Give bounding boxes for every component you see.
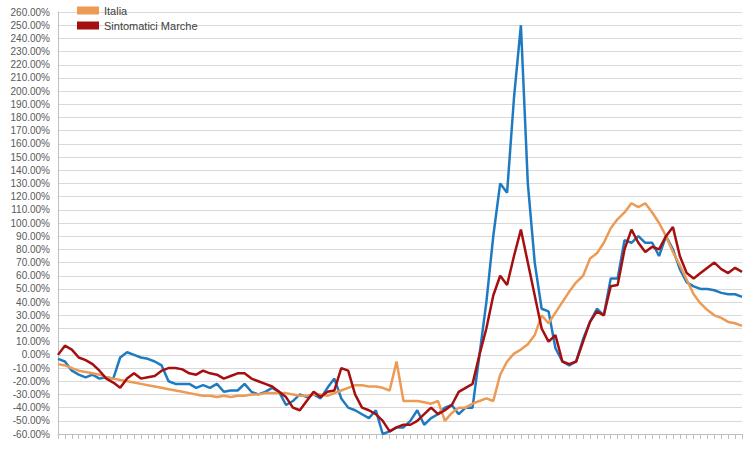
svg-text:-60.00%: -60.00%: [13, 429, 50, 440]
svg-text:240.00%: 240.00%: [11, 33, 51, 44]
svg-text:180.00%: 180.00%: [11, 112, 51, 123]
svg-text:250.00%: 250.00%: [11, 20, 51, 31]
svg-text:190.00%: 190.00%: [11, 99, 51, 110]
svg-text:70.00%: 70.00%: [16, 257, 50, 268]
svg-text:-50.00%: -50.00%: [13, 415, 50, 426]
svg-text:-20.00%: -20.00%: [13, 376, 50, 387]
svg-text:110.00%: 110.00%: [11, 204, 50, 215]
svg-text:210.00%: 210.00%: [11, 72, 51, 83]
svg-text:120.00%: 120.00%: [11, 191, 51, 202]
svg-text:60.00%: 60.00%: [16, 270, 50, 281]
svg-text:230.00%: 230.00%: [11, 46, 51, 57]
svg-text:40.00%: 40.00%: [16, 297, 50, 308]
svg-text:80.00%: 80.00%: [16, 244, 50, 255]
svg-text:150.00%: 150.00%: [11, 152, 51, 163]
svg-text:140.00%: 140.00%: [11, 165, 51, 176]
svg-text:170.00%: 170.00%: [11, 125, 51, 136]
svg-text:-30.00%: -30.00%: [13, 389, 50, 400]
svg-text:20.00%: 20.00%: [16, 323, 50, 334]
svg-text:10.00%: 10.00%: [16, 336, 50, 347]
svg-text:-40.00%: -40.00%: [13, 402, 50, 413]
svg-text:200.00%: 200.00%: [11, 86, 51, 97]
svg-text:-10.00%: -10.00%: [13, 363, 50, 374]
svg-text:90.00%: 90.00%: [16, 231, 50, 242]
svg-text:220.00%: 220.00%: [11, 59, 51, 70]
svg-text:160.00%: 160.00%: [11, 138, 51, 149]
svg-text:0.00%: 0.00%: [22, 349, 50, 360]
svg-text:100.00%: 100.00%: [11, 218, 51, 229]
svg-text:50.00%: 50.00%: [16, 283, 50, 294]
svg-text:260.00%: 260.00%: [11, 7, 51, 18]
svg-text:Italia: Italia: [104, 5, 128, 17]
svg-text:Sintomatici Marche: Sintomatici Marche: [104, 20, 198, 32]
svg-text:130.00%: 130.00%: [11, 178, 51, 189]
svg-text:30.00%: 30.00%: [16, 310, 50, 321]
